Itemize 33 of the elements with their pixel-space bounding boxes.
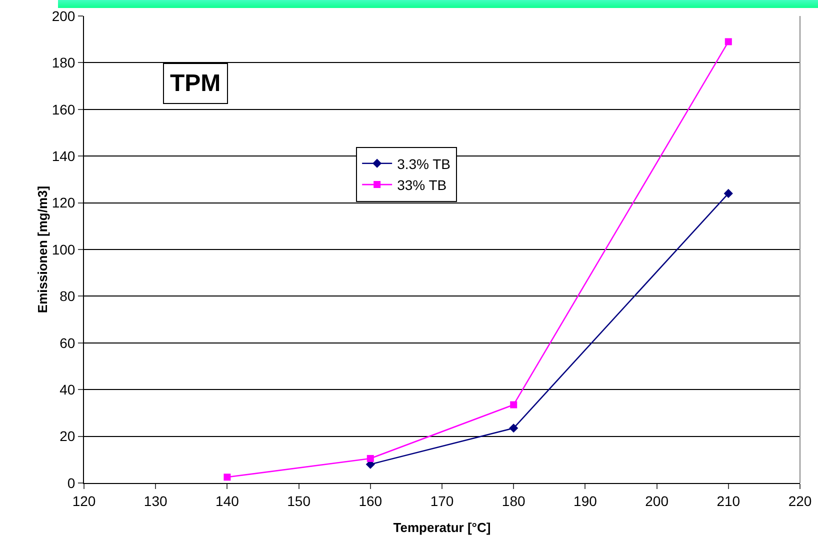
x-tick-label: 170: [430, 492, 454, 509]
y-tick-label: 180: [52, 54, 76, 71]
y-tick-label: 120: [52, 194, 76, 211]
x-tick-label: 120: [72, 492, 96, 509]
point: [366, 454, 374, 462]
annotation: TPM: [170, 70, 221, 97]
x-tick-label: 220: [788, 492, 812, 509]
x-tick-label: 150: [287, 492, 311, 509]
y-tick-label: 160: [52, 101, 76, 118]
y-tick-label: 60: [60, 334, 76, 351]
y-tick-label: 20: [60, 428, 76, 444]
legend-label: 33% TB: [397, 177, 447, 194]
x-tick-label: 160: [358, 492, 382, 509]
x-tick-label: 140: [216, 492, 240, 509]
y-tick-label: 40: [60, 382, 76, 398]
y-tick-label: 0: [67, 474, 76, 491]
x-tick-label: 130: [144, 492, 168, 509]
y-tick-label: 140: [52, 148, 76, 164]
y-tick-label: 80: [60, 288, 76, 304]
y-tick-label: 100: [52, 241, 76, 258]
point: [724, 188, 733, 198]
point: [224, 474, 231, 481]
x-tick-label: 180: [502, 492, 526, 509]
x-tick-label: 190: [574, 492, 598, 509]
y-tick-label: 200: [52, 8, 76, 24]
point: [509, 424, 518, 433]
point: [724, 38, 732, 46]
x-axis-title: Temperatur [°C]: [393, 520, 491, 535]
x-tick-label: 200: [645, 492, 669, 509]
point: [510, 401, 518, 408]
legend-label: 3.3% TB: [397, 156, 451, 172]
y-axis-title: Emissionen [mg/m3]: [34, 186, 50, 314]
x-tick-label: 210: [716, 492, 740, 509]
